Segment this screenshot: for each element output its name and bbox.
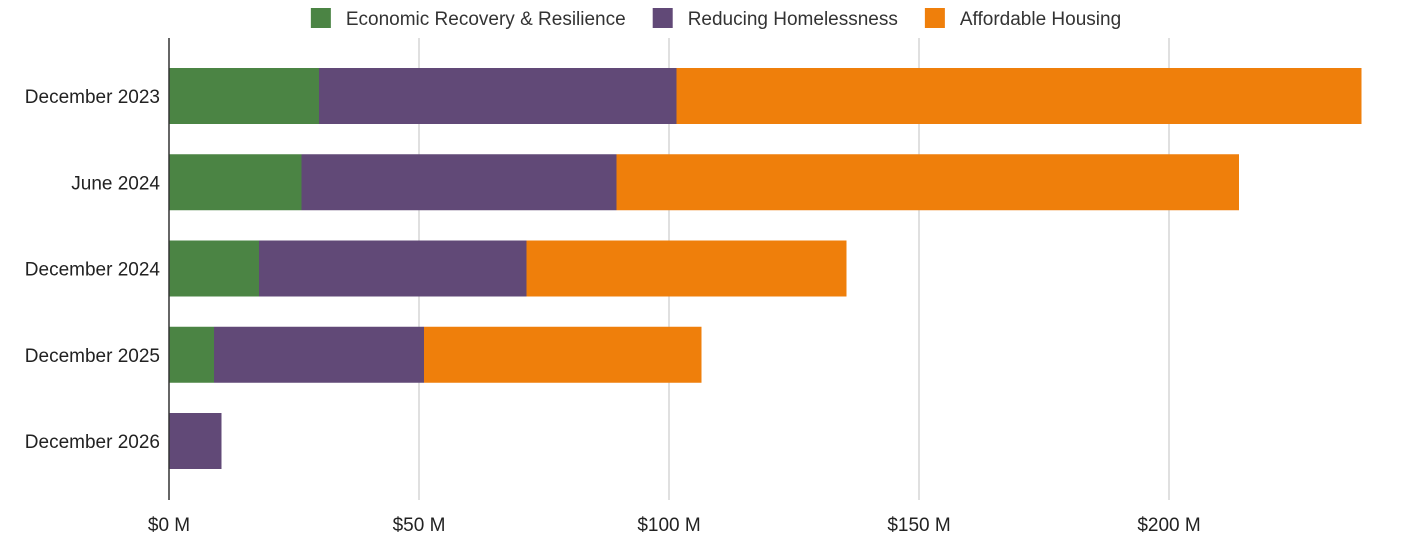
legend-swatch-economic-recovery-resilience — [310, 8, 331, 28]
legend-label-reducing-homelessness: Reducing Homelessness — [688, 9, 898, 30]
bar-reducing-homelessness-december-2023 — [319, 68, 677, 124]
legend-swatch-affordable-housing — [924, 8, 945, 28]
legend-swatch-reducing-homelessness — [652, 8, 673, 28]
x-tick-label-150: $150 M — [887, 515, 950, 536]
bar-reducing-homelessness-december-2025 — [214, 326, 424, 383]
bar-reducing-homelessness-december-2026 — [169, 413, 222, 469]
x-tick-label-50: $50 M — [393, 515, 446, 536]
legend-label-affordable-housing: Affordable Housing — [960, 9, 1121, 30]
category-label-december-2023: December 2023 — [25, 87, 160, 108]
x-tick-labels: $0 M $50 M $100 M $150 M $200 M — [148, 515, 1201, 536]
bar-affordable-housing-december-2023 — [676, 68, 1362, 124]
bars — [169, 68, 1362, 469]
bar-affordable-housing-december-2024 — [526, 240, 847, 297]
legend-item-affordable-housing: Affordable Housing — [924, 8, 1121, 30]
category-label-june-2024: June 2024 — [71, 173, 160, 194]
legend-label-economic-recovery-resilience: Economic Recovery & Resilience — [346, 9, 626, 30]
legend-item-reducing-homelessness: Reducing Homelessness — [652, 8, 898, 30]
bar-economic-recovery-resilience-december-2025 — [169, 326, 214, 383]
category-label-december-2026: December 2026 — [25, 432, 160, 453]
x-tick-label-0: $0 M — [148, 515, 190, 536]
category-labels: December 2023 June 2024 December 2024 Decem… — [25, 87, 161, 453]
x-tick-label-200: $200 M — [1137, 515, 1200, 536]
bar-reducing-homelessness-december-2024 — [259, 240, 527, 297]
category-label-december-2025: December 2025 — [25, 346, 160, 367]
x-tick-label-100: $100 M — [637, 515, 700, 536]
legend-item-economic-recovery-resilience: Economic Recovery & Resilience — [310, 8, 626, 30]
bar-reducing-homelessness-june-2024 — [301, 154, 617, 211]
legend: Economic Recovery & Resilience Reducing H… — [310, 8, 1121, 30]
bar-affordable-housing-june-2024 — [616, 154, 1239, 211]
bar-affordable-housing-december-2025 — [424, 326, 702, 383]
bar-economic-recovery-resilience-december-2024 — [169, 240, 259, 297]
category-label-december-2024: December 2024 — [25, 260, 161, 281]
bar-economic-recovery-resilience-december-2023 — [169, 68, 319, 124]
bar-economic-recovery-resilience-june-2024 — [169, 154, 302, 211]
